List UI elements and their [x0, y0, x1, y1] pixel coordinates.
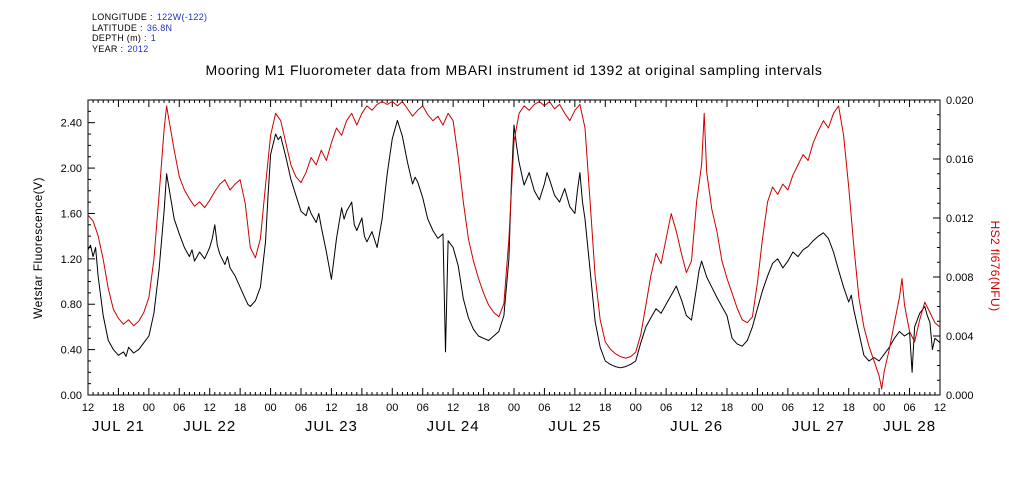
date-label: JUL 23	[305, 418, 358, 435]
y-right-tick-label: 0.016	[946, 154, 974, 166]
series-wetstar-line	[87, 119, 941, 373]
metadata-row-year: YEAR :2012	[92, 44, 207, 55]
x-tick-label: 18	[234, 402, 246, 414]
x-tick-label: 06	[538, 402, 550, 414]
x-tick-label: 12	[569, 402, 581, 414]
x-tick-label: 00	[873, 402, 885, 414]
x-tick-label: 06	[660, 402, 672, 414]
y-left-tick-label: 2.40	[61, 118, 82, 130]
plot-frame	[87, 99, 941, 396]
y-right-tick-label: 0.008	[946, 272, 974, 284]
y-right-tick-label: 0.004	[946, 331, 974, 343]
x-tick-label: 18	[112, 402, 124, 414]
x-tick-label: 12	[690, 402, 702, 414]
chart-title: Mooring M1 Fluorometer data from MBARI i…	[205, 62, 823, 78]
x-tick-label: 00	[630, 402, 642, 414]
x-tick-label: 18	[356, 402, 368, 414]
date-label: JUL 22	[183, 418, 236, 435]
y-left-tick-label: 0.40	[61, 345, 82, 357]
date-label: JUL 28	[883, 418, 936, 435]
longitude-value: 122W(-122)	[156, 12, 208, 22]
x-tick-label: 00	[386, 402, 398, 414]
date-label: JUL 26	[670, 418, 723, 435]
x-tick-label: 06	[417, 402, 429, 414]
y-left-tick-label: 1.20	[61, 254, 82, 266]
y-right-tick-label: 0.012	[946, 213, 974, 225]
longitude-label: LONGITUDE :	[92, 12, 153, 22]
x-tick-label: 00	[143, 402, 155, 414]
x-tick-label: 06	[782, 402, 794, 414]
x-tick-label: 18	[721, 402, 733, 414]
x-tick-label: 00	[508, 402, 520, 414]
x-tick-label: 12	[812, 402, 824, 414]
x-tick-label: 12	[325, 402, 337, 414]
x-tick-label: 00	[264, 402, 276, 414]
x-tick-label: 06	[173, 402, 185, 414]
date-label: JUL 24	[427, 418, 480, 435]
y-left-tick-label: 2.00	[61, 163, 82, 175]
metadata-block: LONGITUDE :122W(-122) LATITUDE :36.8N DE…	[92, 12, 207, 54]
metadata-row-depth: DEPTH (m) :1	[92, 33, 207, 44]
year-label: YEAR :	[92, 43, 124, 54]
y-left-tick-label: 0.80	[61, 299, 82, 311]
latitude-value: 36.8N	[146, 22, 173, 33]
depth-value: 1	[150, 33, 157, 43]
x-tick-label: 00	[751, 402, 763, 414]
date-label: JUL 21	[92, 418, 145, 435]
x-tick-label: 18	[599, 402, 611, 414]
year-value: 2012	[127, 43, 149, 54]
metadata-row-latitude: LATITUDE :36.8N	[92, 23, 207, 34]
x-tick-label: 06	[903, 402, 915, 414]
y-left-tick-label: 0.00	[61, 390, 82, 402]
date-label: JUL 27	[792, 418, 845, 435]
x-tick-label: 06	[295, 402, 307, 414]
x-tick-label: 12	[934, 402, 946, 414]
latitude-label: LATITUDE :	[92, 22, 143, 33]
depth-label: DEPTH (m) :	[92, 33, 147, 43]
y-right-tick-label: 0.000	[946, 390, 974, 402]
date-label: JUL 25	[548, 418, 601, 435]
x-tick-label: 12	[204, 402, 216, 414]
x-tick-label: 12	[82, 402, 94, 414]
metadata-row-longitude: LONGITUDE :122W(-122)	[92, 12, 207, 23]
y-right-tick-label: 0.020	[946, 95, 974, 107]
y-left-tick-label: 1.60	[61, 208, 82, 220]
x-tick-label: 12	[447, 402, 459, 414]
x-tick-label: 18	[477, 402, 489, 414]
x-tick-label: 18	[843, 402, 855, 414]
series-hs2-line	[87, 101, 941, 390]
